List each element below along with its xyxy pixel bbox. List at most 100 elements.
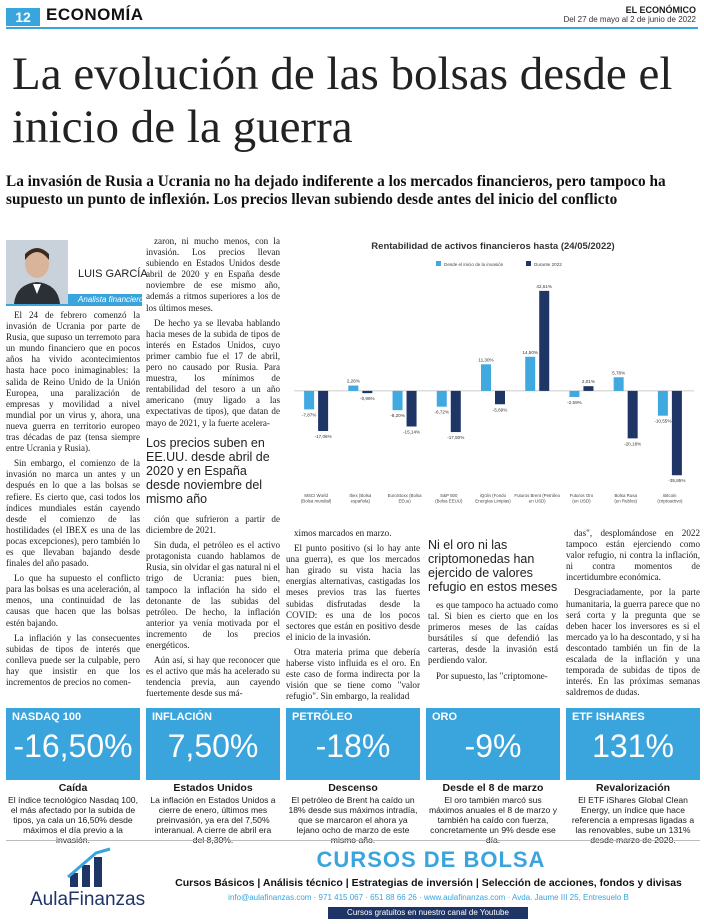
category-label: Futuros Oro (en USD)	[570, 493, 594, 504]
bar	[583, 386, 594, 391]
stat-value: 7,50%	[167, 728, 259, 764]
category-label: Bitcoin (criptoactivo)	[657, 493, 683, 504]
bar	[392, 390, 403, 411]
data-label: -7,87%	[302, 412, 317, 417]
bar	[348, 385, 359, 391]
paragraph: Otra materia prima que debería haberse v…	[286, 646, 420, 702]
paragraph: El 24 de febrero comenzó la invasión de …	[6, 310, 140, 454]
stat-box: ETF ISHARES 131% Revalorización El ETF i…	[566, 708, 700, 845]
bar	[318, 390, 329, 432]
stat-title: Revalorización	[595, 782, 671, 794]
subhead-gold-crypto: Ni el oro ni las criptomonedas han ejerc…	[428, 538, 558, 594]
article-column-2-bottom: ción que sufrieron a partir de diciembre…	[146, 514, 280, 704]
bar	[613, 377, 624, 391]
data-label: -8,20%	[390, 413, 405, 418]
paragraph: Por supuesto, las "criptomone-	[436, 670, 548, 681]
stat-title: Caída	[58, 782, 88, 794]
stat-value: -9%	[464, 728, 522, 764]
stat-value: 131%	[592, 728, 674, 764]
data-label: -10,55%	[654, 419, 671, 424]
page-number: 12	[6, 8, 40, 26]
advertisement: AulaFinanzas CURSOS DE BOLSA Cursos Bási…	[6, 840, 700, 921]
stat-box: ORO -9% Desde el 8 de marzo El oro tambi…	[426, 708, 560, 845]
paragraph: El punto positivo (si lo hay ante una gu…	[286, 543, 420, 642]
data-label: -5,69%	[493, 407, 508, 412]
bar	[671, 390, 682, 476]
category-label: Bolsa Rusa (en Rublos)	[614, 493, 637, 504]
paragraph: ción que sufrieron a partir de diciembre…	[146, 514, 280, 536]
stat-label: INFLACIÓN	[152, 711, 212, 723]
data-label: 5,78%	[612, 370, 625, 375]
bar	[525, 356, 536, 391]
bar	[436, 390, 447, 407]
legend-swatch	[526, 261, 531, 266]
stat-header: NASDAQ 100 -16,50%	[6, 708, 140, 780]
ad-services: Cursos Básicos | Análisis técnico | Estr…	[175, 877, 682, 889]
paragraph: Lo que ha supuesto el conflicto para las…	[6, 573, 140, 628]
legend-label: Desde el inicio de la invasión	[444, 262, 504, 267]
stat-box: INFLACIÓN 7,50% Estados Unidos La inflac…	[146, 708, 280, 845]
data-label: 14,50%	[522, 350, 538, 355]
bar	[627, 390, 638, 439]
category-label: iQclin (Fondo Energías Limpias)	[475, 493, 511, 504]
stat-text: El ETF iShares Global Clean Energy, un í…	[571, 795, 695, 845]
header-rule	[6, 27, 698, 29]
bar	[657, 390, 668, 416]
stat-text: El índice tecnológico Nasdaq 100, el más…	[8, 795, 138, 845]
stat-title: Descenso	[328, 782, 378, 794]
stat-label: NASDAQ 100	[12, 711, 82, 723]
stat-text: El oro también marcó sus máximos anuales…	[428, 795, 557, 845]
data-label: -17,50%	[447, 435, 464, 440]
stats-bar: NASDAQ 100 -16,50% Caída El índice tecno…	[6, 708, 700, 845]
paragraph: Aún así, si hay que reconocer que es el …	[146, 655, 280, 699]
data-label: -35,85%	[668, 478, 685, 483]
stat-header: INFLACIÓN 7,50%	[146, 708, 280, 780]
author-role: Analista financiero	[78, 295, 144, 304]
stat-label: PETRÓLEO	[292, 711, 353, 723]
data-label: -17,06%	[315, 434, 332, 439]
section-title: ECONOMÍA	[46, 5, 144, 24]
stat-value: -18%	[315, 728, 391, 764]
data-label: -15,14%	[403, 430, 420, 435]
paragraph: ximos marcados en marzo.	[294, 528, 392, 538]
ad-brand: AulaFinanzas	[30, 889, 146, 910]
bar	[304, 390, 315, 410]
paragraph: La inflación y las consecuentes subidas …	[6, 632, 140, 687]
article-column-5: das", desplomándose en 2022 tampoco está…	[566, 528, 700, 702]
bar	[539, 290, 550, 391]
newspaper-brand: EL ECONÓMICO	[625, 5, 696, 15]
returns-chart-svg: Rentabilidad de activos financieros hast…	[294, 241, 694, 504]
paragraph: Sin embargo, el comienzo de la invasión …	[6, 458, 140, 569]
paragraph: Sin duda, el petróleo es el activo prota…	[146, 540, 280, 651]
paragraph: De hecho ya se llevaba hablando hacia me…	[146, 317, 280, 428]
author-photo	[6, 240, 68, 304]
standfirst: La invasión de Rusia a Ucrania no ha dej…	[6, 173, 666, 208]
paragraph: zaron, ni mucho menos, con la invasión. …	[146, 236, 280, 313]
article-column-4: es que tampoco ha actuado como tal. Si b…	[428, 600, 558, 686]
stat-header: ORO -9%	[426, 708, 560, 780]
headline: La evolución de las bolsas desde el inic…	[12, 48, 673, 153]
legend-swatch	[436, 261, 441, 266]
data-label: 2,26%	[347, 379, 360, 384]
returns-chart: Rentabilidad de activos financieros hast…	[286, 235, 700, 507]
article-column-1: El 24 de febrero comenzó la invasión de …	[6, 310, 140, 692]
category-label: Ibex (Bolsa española)	[349, 493, 372, 504]
category-label: S&P 500 (Bolsa EEUU)	[435, 493, 463, 504]
bar	[495, 390, 505, 405]
data-label: 2,01%	[582, 379, 595, 384]
stat-title: Estados Unidos	[173, 782, 253, 794]
stat-label: ETF ISHARES	[572, 711, 645, 723]
article-column-2-top: zaron, ni mucho menos, con la invasión. …	[146, 236, 280, 433]
article-column-3: ximos marcados en marzo. El punto positiv…	[286, 528, 420, 706]
data-label: 11,30%	[478, 357, 493, 362]
paragraph: das", desplomándose en 2022 tampoco está…	[566, 528, 700, 583]
bar	[362, 390, 373, 394]
data-label: 42,51%	[536, 284, 552, 289]
ad-youtube[interactable]: Cursos gratuitos en nuestro canal de You…	[328, 907, 528, 919]
category-label: EuroStoxx (Bolsa EEuu)	[388, 493, 422, 504]
category-label: Futuros Brent (Petróleo en USD)	[514, 493, 560, 504]
ad-contact: info@aulafinanzas.com · 971 415 067 · 65…	[228, 893, 629, 902]
stat-text: La inflación en Estados Unidos a cierre …	[150, 795, 276, 845]
paragraph: Desgraciadamente, por la parte humanitar…	[566, 587, 700, 698]
bar	[450, 390, 461, 433]
